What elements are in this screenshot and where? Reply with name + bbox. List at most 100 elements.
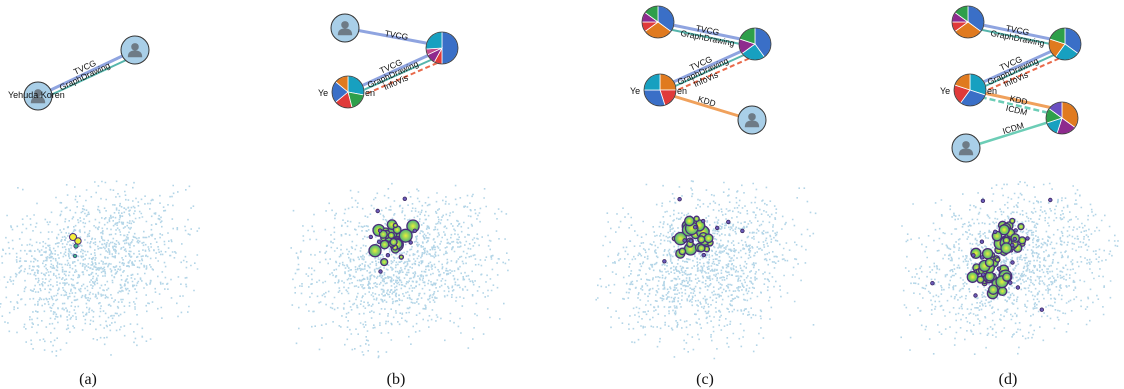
coauthor-node[interactable] bbox=[951, 133, 981, 163]
node-label-author-right: en bbox=[365, 88, 375, 98]
heat-spot bbox=[976, 275, 985, 284]
scatter-a bbox=[0, 180, 200, 357]
heat-outlier bbox=[376, 239, 382, 244]
heat-outlier bbox=[1039, 307, 1044, 312]
panel-c: TVCG GraphDrawing TVCG GraphDrawing Info… bbox=[595, 5, 817, 388]
heat-spot bbox=[1017, 223, 1025, 231]
panel-a: TVCG GraphDrawing Yehuda Koren (a) bbox=[0, 35, 200, 388]
heat-spot bbox=[994, 256, 1001, 263]
edge-label-icdm: ICDM bbox=[1005, 103, 1028, 118]
heat-outlier bbox=[973, 293, 978, 298]
heat-blob bbox=[662, 196, 745, 264]
heat-spot bbox=[697, 243, 706, 253]
pie-outline bbox=[1045, 101, 1079, 135]
edge-label-kdd: KDD bbox=[1009, 93, 1029, 107]
venue-pie-node[interactable] bbox=[738, 27, 772, 61]
pie-slice bbox=[441, 31, 459, 65]
panel-d: TVCG GraphDrawing TVCG GraphDrawing Info… bbox=[900, 5, 1119, 388]
edge-icdm bbox=[965, 116, 1063, 150]
heat-spot bbox=[984, 257, 995, 268]
heat-spot bbox=[389, 237, 398, 247]
heat-outlier bbox=[1015, 285, 1021, 290]
heat-spot bbox=[987, 284, 999, 295]
panel-caption: (a) bbox=[79, 371, 97, 388]
coauthor-node[interactable] bbox=[737, 105, 767, 135]
venue-pie-node[interactable] bbox=[641, 5, 675, 39]
heat-outlier bbox=[980, 198, 986, 203]
heat-outlier bbox=[377, 228, 383, 233]
heat-outlier bbox=[1008, 280, 1013, 285]
author-pie-node[interactable] bbox=[643, 73, 677, 107]
heat-spot bbox=[398, 254, 405, 260]
scatter-points bbox=[290, 182, 510, 359]
heat-outlier bbox=[701, 218, 706, 224]
venue-pie-node[interactable] bbox=[1045, 101, 1079, 135]
heat-outlier bbox=[996, 266, 1002, 271]
edge-tvcg bbox=[37, 48, 136, 98]
node-label-author-right: en bbox=[987, 86, 997, 96]
heat-outlier bbox=[981, 272, 986, 277]
heat-outlier bbox=[368, 234, 373, 240]
heat-outlier bbox=[701, 252, 706, 258]
panel-caption: (b) bbox=[387, 371, 406, 388]
edge-graphdrawing bbox=[661, 49, 756, 93]
edge-label-kdd: KDD bbox=[697, 94, 717, 109]
heat-outlier bbox=[1010, 242, 1015, 248]
heat-outlier bbox=[1010, 260, 1015, 265]
graph-d: TVCG GraphDrawing TVCG GraphDrawing Info… bbox=[940, 5, 1082, 163]
heat-outlier bbox=[677, 196, 682, 202]
heat-outlier bbox=[930, 281, 935, 286]
heat-outlier bbox=[726, 219, 731, 225]
edge-tvcg bbox=[659, 44, 754, 90]
scatter-points bbox=[595, 180, 817, 360]
scatter-cloud bbox=[290, 182, 510, 359]
heat-outlier bbox=[1025, 236, 1030, 241]
heat-outlier bbox=[688, 238, 693, 243]
coauthor-node[interactable] bbox=[330, 13, 360, 43]
author-node[interactable] bbox=[23, 81, 53, 111]
heat-outlier bbox=[971, 253, 976, 258]
heat-outlier bbox=[979, 239, 985, 244]
heat-outlier bbox=[375, 208, 380, 214]
scatter-b bbox=[290, 182, 510, 359]
heat-blob bbox=[930, 242, 1044, 312]
scatter-d bbox=[900, 181, 1119, 355]
edge-graphdrawing bbox=[349, 54, 443, 97]
heat-blob bbox=[368, 196, 420, 274]
scatter-cloud bbox=[900, 181, 1119, 355]
heat-spot bbox=[1002, 272, 1012, 282]
venue-pie-node[interactable] bbox=[951, 5, 985, 39]
graph-a: TVCG GraphDrawing Yehuda Koren bbox=[8, 35, 150, 111]
panel-b: TVCG TVCG GraphDrawing InfoVis Ye en (b) bbox=[290, 13, 510, 388]
author-pie-node[interactable] bbox=[953, 73, 987, 107]
graph-b: TVCG TVCG GraphDrawing InfoVis Ye en bbox=[318, 13, 459, 109]
heat-outlier bbox=[412, 228, 417, 233]
heat-outlier bbox=[378, 269, 383, 274]
pie-outline bbox=[951, 5, 985, 39]
author-pie-node[interactable] bbox=[331, 75, 365, 109]
venue-pie-node[interactable] bbox=[425, 31, 459, 65]
edge-graphdrawing bbox=[39, 54, 138, 101]
heat-spot bbox=[678, 247, 687, 256]
heat-blob bbox=[69, 233, 82, 259]
heat-spot bbox=[392, 222, 399, 229]
pie-outline bbox=[425, 31, 459, 65]
heat-outlier bbox=[682, 238, 687, 243]
coauthor-node[interactable] bbox=[120, 35, 150, 65]
node-label-author: Yehuda Koren bbox=[8, 90, 65, 100]
pie-outline bbox=[641, 5, 675, 39]
heat-outlier bbox=[1013, 228, 1018, 233]
scatter-cloud bbox=[595, 180, 817, 360]
heat-outlier bbox=[385, 252, 391, 258]
node-label-author-right: en bbox=[677, 86, 687, 96]
venue-pie-node[interactable] bbox=[1048, 27, 1082, 61]
heat-outlier bbox=[662, 259, 667, 264]
edge-infovis bbox=[351, 59, 445, 101]
heat-spot bbox=[966, 271, 979, 283]
node-label-author-left: Ye bbox=[940, 86, 950, 96]
edge-label-tvcg: TVCG bbox=[1005, 23, 1030, 37]
heat-outlier bbox=[693, 224, 698, 230]
edge-kdd bbox=[659, 90, 753, 122]
pie-outline bbox=[643, 73, 677, 107]
edge-tvcg bbox=[347, 48, 441, 94]
